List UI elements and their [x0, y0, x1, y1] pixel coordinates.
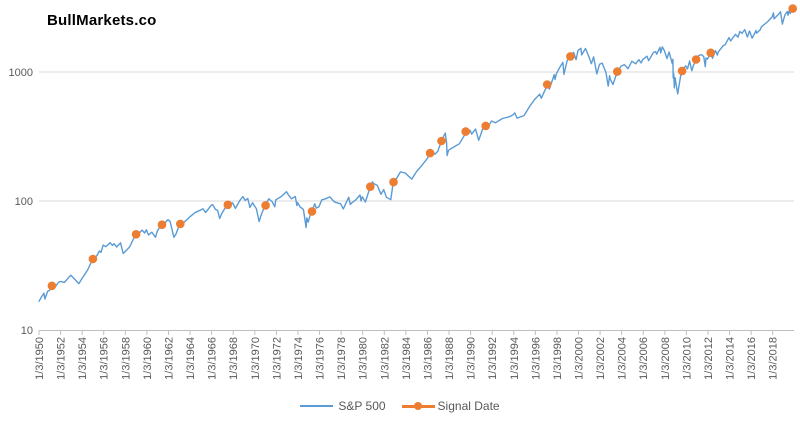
signal-marker: [131, 230, 141, 239]
signal-marker: [157, 220, 167, 229]
x-tick-label: 1/3/2012: [703, 337, 715, 380]
signal-marker: [481, 121, 491, 131]
signal-marker: [176, 219, 185, 229]
x-tick-label: 1/3/1956: [99, 337, 111, 380]
signal-marker: [613, 67, 622, 76]
signal-marker: [542, 80, 552, 89]
x-tick-label: 1/3/1990: [466, 337, 478, 380]
x-tick-label: 1/3/2010: [681, 337, 693, 380]
sp500-line-series: [38, 7, 794, 302]
signal-marker: [437, 136, 446, 146]
x-axis-labels: 1/3/1950 1/3/1952 1/3/1954 1/3/1956 1/3/1958…: [34, 337, 780, 380]
x-tick-label: 1/3/1980: [358, 337, 370, 380]
signal-date-line-swatch-icon: [401, 402, 435, 410]
x-tick-label: 1/3/1974: [293, 337, 305, 380]
legend: S&P 500 Signal Date: [0, 399, 800, 413]
x-tick-label: 1/3/1976: [315, 337, 327, 380]
x-tick-label: 1/3/1998: [552, 337, 564, 380]
x-tick-label: 1/3/1966: [207, 337, 219, 380]
gridlines: [39, 71, 794, 202]
signal-marker: [88, 254, 98, 264]
signal-marker: [425, 148, 435, 158]
x-tick-label: 1/3/2004: [617, 337, 629, 380]
signal-marker: [566, 52, 575, 61]
signal-marker: [706, 48, 715, 58]
legend-label-sp500: S&P 500: [338, 399, 386, 413]
x-tick-label: 1/3/1964: [185, 337, 197, 380]
signal-marker: [461, 127, 471, 136]
x-tick-label: 1/3/2018: [768, 337, 780, 380]
x-tick-label: 1/3/2014: [725, 337, 737, 380]
x-tick-label: 1/3/1962: [163, 337, 175, 380]
signal-marker: [691, 55, 701, 64]
x-axis: [38, 330, 794, 335]
y-tick-label: 100: [15, 196, 33, 208]
x-tick-label: 1/3/1950: [34, 337, 46, 380]
x-tick-label: 1/3/1978: [336, 337, 348, 380]
x-tick-label: 1/3/1986: [422, 337, 434, 380]
legend-item-sp500: S&P 500: [300, 399, 386, 413]
x-tick-label: 1/3/2008: [660, 337, 672, 380]
x-tick-label: 1/3/1960: [142, 337, 154, 380]
x-tick-label: 1/3/1970: [250, 337, 262, 380]
x-tick-label: 1/3/1968: [228, 337, 240, 380]
y-tick-label: 1000: [9, 67, 33, 79]
legend-item-signal-date: Signal Date: [401, 399, 500, 413]
x-tick-label: 1/3/1952: [56, 337, 68, 380]
signal-marker: [677, 66, 687, 76]
y-tick-label: 10: [21, 325, 33, 337]
y-axis-labels: 10 100 1000: [9, 67, 33, 337]
signal-marker: [261, 201, 270, 210]
x-tick-label: 1/3/1992: [487, 337, 499, 380]
signal-marker-icon: [414, 402, 423, 410]
x-tick-label: 1/3/2000: [574, 337, 586, 380]
signal-marker: [788, 4, 797, 13]
signal-date-markers: [47, 4, 797, 291]
x-tick-label: 1/3/2016: [746, 337, 758, 380]
signal-marker: [47, 281, 57, 291]
signal-marker: [389, 177, 398, 187]
x-tick-label: 1/3/1994: [509, 337, 521, 380]
chart-title: BullMarkets.co: [47, 12, 157, 29]
signal-marker: [223, 200, 233, 210]
x-tick-label: 1/3/1996: [530, 337, 542, 380]
x-tick-label: 1/3/1988: [444, 337, 456, 380]
x-tick-label: 1/3/1984: [401, 337, 413, 380]
signal-marker: [366, 182, 375, 191]
x-tick-label: 1/3/2006: [638, 337, 650, 380]
signal-marker: [307, 207, 317, 216]
x-tick-label: 1/3/1982: [379, 337, 391, 380]
x-tick-label: 1/3/1958: [120, 337, 132, 380]
x-tick-label: 1/3/2002: [595, 337, 607, 380]
x-tick-label: 1/3/1954: [77, 337, 89, 380]
sp500-line-swatch-icon: [300, 405, 334, 407]
x-tick-label: 1/3/1972: [271, 337, 283, 380]
legend-label-signal-date: Signal Date: [437, 399, 500, 413]
